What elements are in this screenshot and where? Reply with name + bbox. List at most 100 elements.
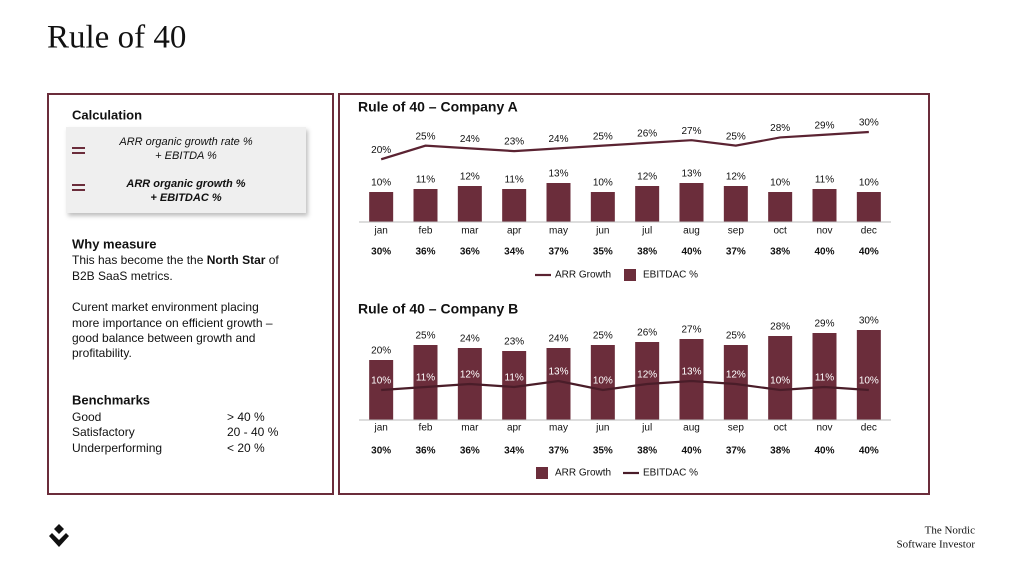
bar bbox=[635, 186, 660, 222]
why-heading: Why measure bbox=[72, 236, 157, 251]
line-value-label: 10% bbox=[859, 376, 879, 387]
line-value-label: 26% bbox=[637, 129, 657, 140]
bar bbox=[457, 186, 482, 222]
bar-value-label: 23% bbox=[504, 337, 524, 348]
bar bbox=[590, 345, 615, 420]
formula-text: ARR organic growth % bbox=[125, 178, 245, 190]
legend-swatch bbox=[536, 467, 548, 479]
line-value-label: 24% bbox=[548, 134, 568, 145]
bar-value-label: 11% bbox=[416, 175, 435, 186]
text-run: of bbox=[265, 253, 279, 267]
line-value-label: 10% bbox=[593, 376, 613, 387]
bar bbox=[768, 336, 793, 420]
bar-value-label: 12% bbox=[726, 172, 746, 183]
x-tick-label: feb bbox=[419, 226, 433, 237]
total-label: 36% bbox=[415, 247, 435, 258]
bar bbox=[812, 333, 837, 420]
line-value-label: 25% bbox=[415, 131, 435, 142]
formula-text: + EBITDA % bbox=[155, 150, 217, 162]
bar-value-label: 10% bbox=[770, 178, 790, 189]
footer-text: The Nordic bbox=[925, 525, 976, 537]
total-label: 38% bbox=[770, 446, 790, 457]
x-tick-label: jun bbox=[595, 226, 609, 237]
bar-value-label: 29% bbox=[814, 319, 834, 330]
bar-value-label: 11% bbox=[505, 175, 524, 186]
x-tick-label: sep bbox=[728, 226, 745, 237]
total-label: 36% bbox=[415, 446, 435, 457]
bar-value-label: 25% bbox=[726, 331, 746, 342]
x-tick-label: aug bbox=[683, 423, 700, 434]
line-value-label: 25% bbox=[593, 131, 613, 142]
bar bbox=[546, 183, 571, 222]
total-label: 40% bbox=[814, 446, 834, 457]
total-label: 35% bbox=[593, 446, 613, 457]
benchmark-label: Underperforming bbox=[72, 441, 162, 455]
x-tick-label: aug bbox=[683, 226, 700, 237]
line-value-label: 13% bbox=[548, 367, 568, 378]
paragraph-line: This has become the the North Star of bbox=[72, 253, 279, 267]
paragraph-line: B2B SaaS metrics. bbox=[72, 269, 173, 283]
x-tick-label: mar bbox=[461, 226, 479, 237]
formula-box bbox=[66, 127, 306, 213]
bar-value-label: 30% bbox=[859, 316, 879, 327]
total-label: 38% bbox=[637, 247, 657, 258]
bar bbox=[502, 351, 527, 420]
total-label: 36% bbox=[460, 247, 480, 258]
line-value-label: 30% bbox=[859, 118, 879, 129]
bar-value-label: 24% bbox=[460, 334, 480, 345]
bar-value-label: 27% bbox=[681, 325, 701, 336]
total-label: 40% bbox=[859, 446, 879, 457]
bar bbox=[768, 192, 793, 222]
chart-title: Rule of 40 – Company A bbox=[358, 99, 518, 115]
bar-value-label: 24% bbox=[548, 334, 568, 345]
bar-value-label: 20% bbox=[371, 346, 391, 357]
paragraph-line: profitability. bbox=[72, 346, 132, 360]
x-tick-label: nov bbox=[816, 226, 832, 237]
total-label: 37% bbox=[548, 247, 568, 258]
line-value-label: 28% bbox=[770, 123, 790, 134]
total-label: 37% bbox=[548, 446, 568, 457]
line-value-label: 11% bbox=[416, 373, 435, 384]
line-value-label: 13% bbox=[681, 367, 701, 378]
total-label: 37% bbox=[726, 446, 746, 457]
formula-text: ARR organic growth rate % bbox=[118, 136, 252, 148]
line-value-label: 27% bbox=[681, 126, 701, 137]
x-tick-label: jan bbox=[373, 423, 387, 434]
line-value-label: 23% bbox=[504, 137, 524, 148]
calculation-heading: Calculation bbox=[72, 107, 142, 122]
line-value-label: 20% bbox=[371, 145, 391, 156]
line-value-label: 12% bbox=[726, 370, 746, 381]
line-value-label: 12% bbox=[637, 370, 657, 381]
total-label: 38% bbox=[637, 446, 657, 457]
line-value-label: 12% bbox=[460, 370, 480, 381]
bar bbox=[856, 192, 881, 222]
bar-value-label: 28% bbox=[770, 322, 790, 333]
bar-value-label: 11% bbox=[815, 175, 834, 186]
logo bbox=[49, 524, 69, 547]
left-panel bbox=[47, 93, 334, 495]
x-tick-label: jul bbox=[641, 423, 652, 434]
x-tick-label: nov bbox=[816, 423, 832, 434]
paragraph-line: good balance between growth and bbox=[72, 331, 255, 345]
x-tick-label: apr bbox=[507, 423, 522, 434]
bar bbox=[723, 186, 748, 222]
total-label: 40% bbox=[681, 247, 701, 258]
total-label: 30% bbox=[371, 446, 391, 457]
legend-label: EBITDAC % bbox=[643, 270, 698, 281]
total-label: 40% bbox=[681, 446, 701, 457]
bar-value-label: 25% bbox=[415, 331, 435, 342]
equals-sign bbox=[72, 147, 85, 191]
formula-text: + EBITDAC % bbox=[150, 192, 221, 204]
benchmark-value: 20 - 40 % bbox=[227, 425, 279, 439]
benchmark-label: Satisfactory bbox=[72, 425, 135, 439]
legend-label: EBITDAC % bbox=[643, 468, 698, 479]
x-tick-label: feb bbox=[419, 423, 433, 434]
total-label: 35% bbox=[593, 247, 613, 258]
bar-value-label: 13% bbox=[548, 169, 568, 180]
total-label: 38% bbox=[770, 247, 790, 258]
x-tick-label: jul bbox=[641, 226, 652, 237]
bar bbox=[413, 189, 438, 222]
line bbox=[381, 379, 869, 392]
bar-value-label: 12% bbox=[637, 172, 657, 183]
line-value-label: 10% bbox=[770, 376, 790, 387]
